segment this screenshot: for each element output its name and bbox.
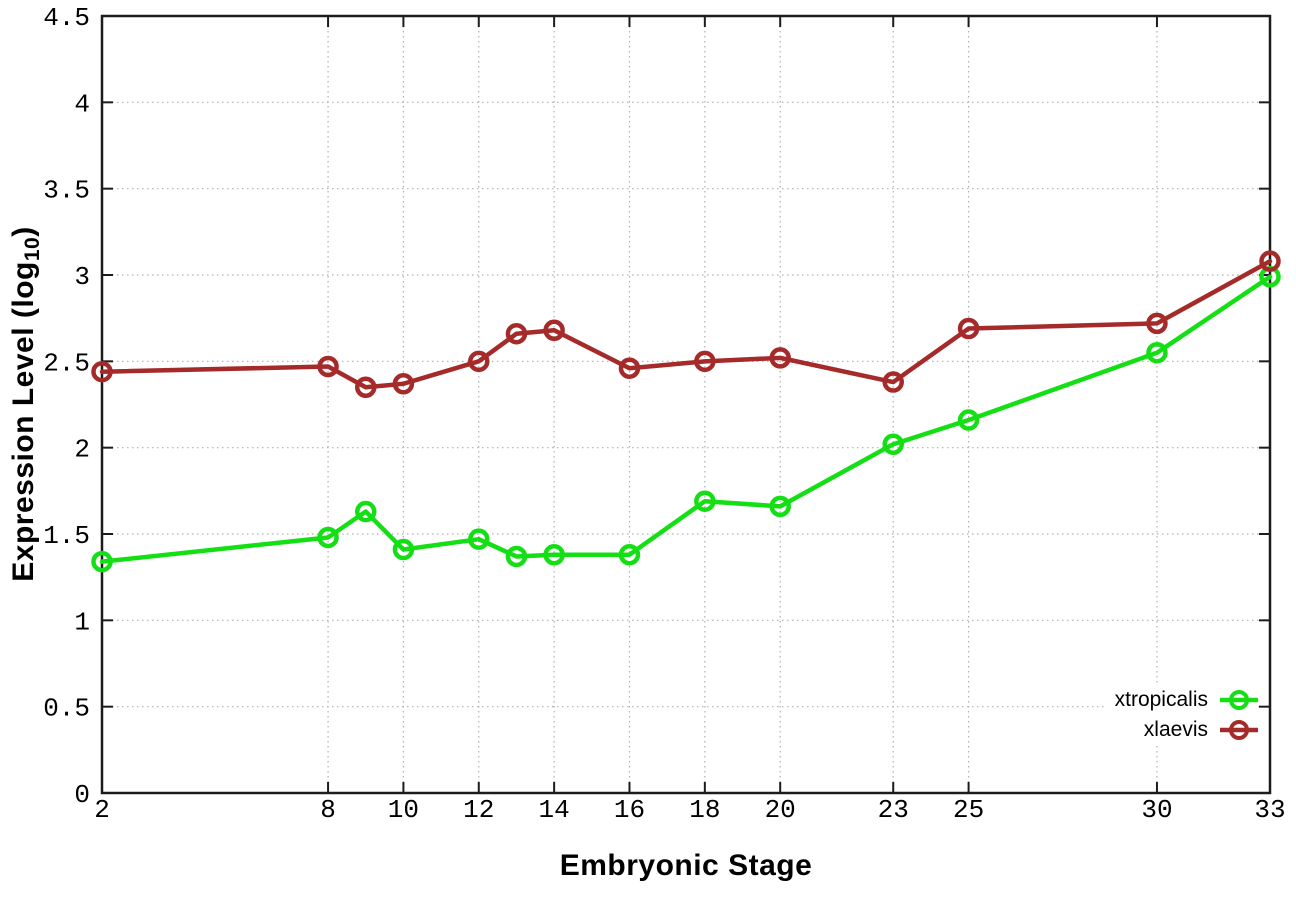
- xtropicalis-point: [543, 543, 565, 566]
- xtropicalis-point: [694, 490, 716, 512]
- plot-border: [100, 14, 1272, 795]
- xlaevis-point: [957, 317, 980, 340]
- series-xtropicalis: [91, 265, 1281, 573]
- y-axis-title-main: Expression Level (log: [7, 261, 40, 582]
- xtropicalis-point: [769, 495, 791, 518]
- y-axis-title-close: ): [7, 226, 40, 237]
- x-tick-label: 23: [878, 795, 909, 825]
- x-tick-label: 33: [1254, 795, 1285, 825]
- xtropicalis-point: [354, 500, 377, 523]
- legend-label-xlaevis: xlaevis: [1143, 718, 1208, 741]
- xtropicalis-point: [618, 543, 641, 566]
- x-tick-label: 16: [614, 795, 645, 825]
- xtropicalis-point: [1146, 341, 1168, 364]
- xlaevis-point: [317, 355, 339, 378]
- x-tick-label: 14: [539, 795, 570, 825]
- xtropicalis-line: [99, 274, 1273, 564]
- xtropicalis-point: [882, 433, 904, 455]
- xtropicalis-point: [392, 538, 415, 561]
- y-tick-label: 3: [74, 262, 90, 292]
- xlaevis-point: [1259, 250, 1281, 272]
- legend-row-xtropicalis: xtropicalis: [1104, 685, 1258, 715]
- gridlines: [102, 16, 1270, 793]
- xlaevis-point: [769, 347, 791, 369]
- xlaevis-point: [392, 373, 415, 395]
- y-tick-label: 4.5: [43, 3, 90, 33]
- y-tick-label: 1: [74, 607, 90, 637]
- xlaevis-point: [1146, 312, 1168, 335]
- y-tick-label: 4: [74, 89, 90, 119]
- xlaevis-point: [882, 371, 904, 393]
- legend-label-xtropicalis: xtropicalis: [1114, 688, 1208, 711]
- x-tick-label: 10: [388, 795, 419, 825]
- x-axis-title: Embryonic Stage: [559, 849, 813, 882]
- y-tick-label: 1.5: [43, 521, 90, 551]
- legend: xtropicalis xlaevis: [1104, 685, 1258, 745]
- y-axis-title: Expression Level (log10): [7, 226, 45, 581]
- y-axis-title-subscript: 10: [21, 236, 44, 262]
- y-tick-label: 2.5: [43, 348, 90, 378]
- xlaevis-point: [618, 357, 641, 379]
- x-tick-label: 25: [953, 795, 984, 825]
- y-tick-label: 3.5: [43, 176, 90, 206]
- x-tick-label: 8: [320, 795, 336, 825]
- xlaevis-point: [543, 319, 565, 342]
- xlaevis-point: [91, 360, 113, 383]
- xlaevis-point: [468, 350, 490, 373]
- xtropicalis-point: [957, 409, 980, 431]
- xlaevis-point: [694, 350, 716, 373]
- x-tick-label: 2: [94, 795, 110, 825]
- xtropicalis-legend-marker-icon: [1220, 690, 1258, 710]
- y-tick-label: 0.5: [43, 694, 90, 724]
- series-xlaevis: [91, 250, 1281, 398]
- x-tick-label: 18: [689, 795, 720, 825]
- xtropicalis-point: [468, 528, 490, 550]
- y-tick-label: 2: [74, 435, 90, 465]
- xtropicalis-point: [505, 545, 528, 568]
- xlaevis-line: [99, 258, 1273, 390]
- legend-row-xlaevis: xlaevis: [1104, 715, 1258, 745]
- xtropicalis-point: [91, 550, 113, 573]
- x-tick-label: 30: [1141, 795, 1172, 825]
- tick-labels: 2 8 10 12 14 16 18 20 23 25 30 33 0 0.5 1 1.5 2 2.5 3 3.5 4 4…: [43, 3, 1285, 825]
- xlaevis-point: [354, 376, 377, 398]
- x-tick-label: 20: [765, 795, 796, 825]
- xlaevis-point: [505, 322, 528, 345]
- y-tick-label: 0: [74, 780, 90, 810]
- tick-marks: [101, 15, 1271, 794]
- xlaevis-legend-marker-icon: [1220, 720, 1258, 740]
- x-tick-label: 12: [463, 795, 494, 825]
- xtropicalis-point: [317, 526, 339, 549]
